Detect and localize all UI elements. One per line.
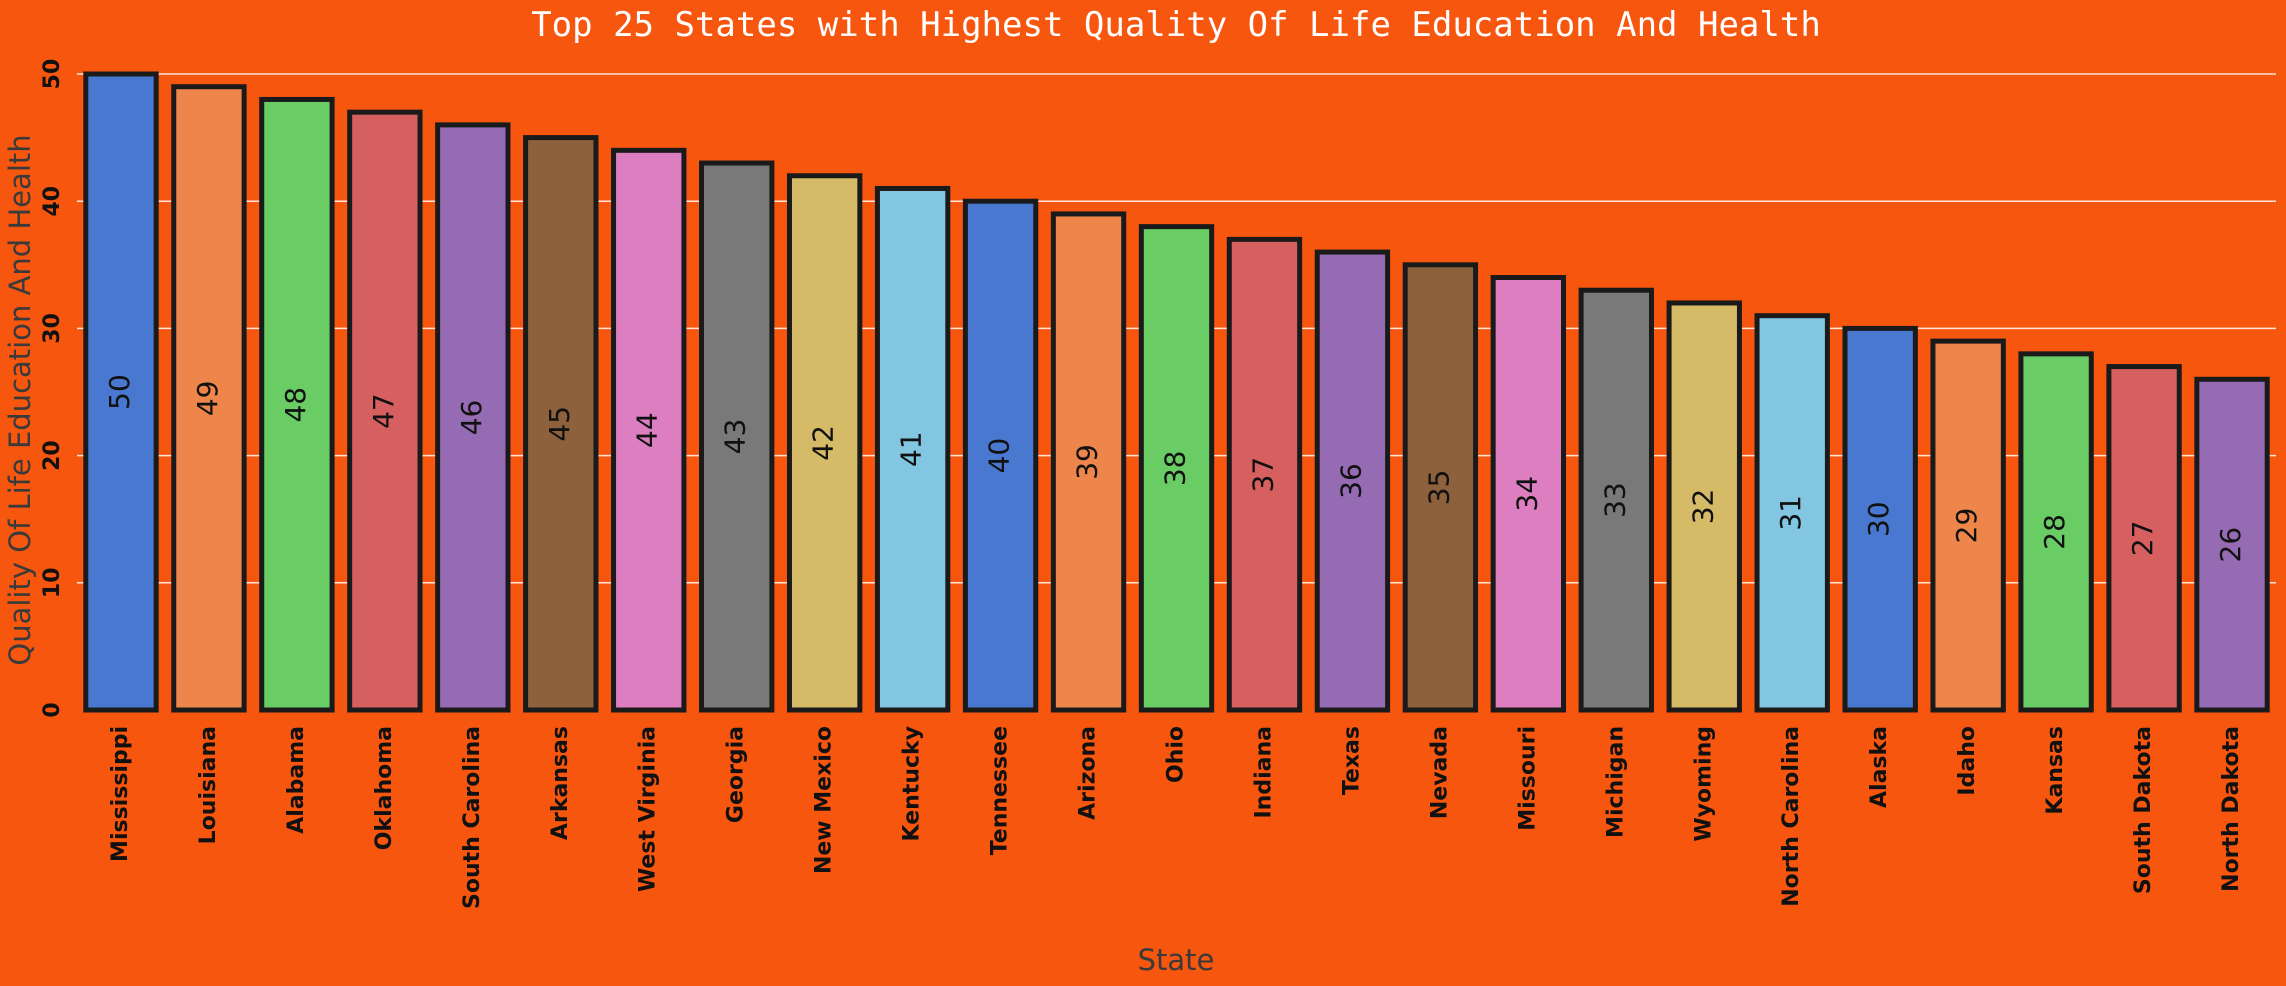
y-axis-label: Quality Of Life Education And Health	[3, 134, 37, 665]
x-tick-label: Indiana	[1251, 726, 1276, 819]
x-tick-label: Mississippi	[108, 726, 133, 862]
bar	[962, 198, 1039, 713]
bar-value-label: 29	[1950, 508, 1983, 544]
bar	[1666, 300, 1742, 713]
x-tick-label: West Virginia	[636, 726, 661, 892]
bar-value-label: 47	[367, 393, 400, 429]
bar-value-label: 43	[719, 419, 752, 455]
bar	[2018, 351, 2094, 713]
bar-value-label: 28	[2038, 514, 2071, 550]
bar	[523, 135, 599, 713]
x-axis-ticks: Mississippi Louisiana Alabama Oklahoma South…	[108, 726, 2244, 909]
bar-value-label: 45	[543, 406, 576, 442]
bar	[699, 160, 775, 713]
bar-value-label: 42	[807, 425, 840, 461]
bar	[171, 84, 247, 713]
bar	[1578, 287, 1654, 713]
x-tick-label: North Dakota	[2219, 726, 2244, 892]
bar-value-label: 37	[1246, 457, 1279, 493]
x-tick-label: Kentucky	[900, 726, 925, 841]
y-axis-ticks: 0 10 20 30 40 50	[40, 59, 65, 718]
bar-value-label: 27	[2126, 520, 2159, 556]
bar	[1226, 236, 1303, 713]
x-tick-label: Missouri	[1515, 726, 1540, 831]
bar	[1754, 313, 1830, 713]
bar-value-label: 39	[1071, 444, 1104, 480]
x-tick-label: North Carolina	[1779, 726, 1804, 907]
y-tick-label: 40	[40, 186, 65, 217]
bar	[1490, 275, 1567, 713]
bars: 50 49 48 47 46 45 44 43 42 41 40 39 38 37 36 35 34 33 32 31…	[83, 71, 2270, 713]
bar	[83, 71, 159, 713]
x-tick-label: Wyoming	[1691, 726, 1716, 842]
bar	[611, 147, 687, 713]
bar-value-label: 41	[895, 431, 928, 467]
x-tick-label: Idaho	[1955, 726, 1980, 796]
x-tick-label: Arkansas	[548, 726, 573, 840]
bar-value-label: 46	[455, 400, 488, 436]
bar-value-label: 33	[1598, 482, 1631, 518]
x-tick-label: Nevada	[1427, 726, 1452, 819]
bar-value-label: 49	[191, 381, 224, 417]
bar-value-label: 35	[1422, 470, 1455, 506]
x-tick-label: Alabama	[284, 726, 309, 834]
bar-value-label: 26	[2214, 527, 2247, 563]
x-tick-label: Tennessee	[988, 726, 1013, 855]
x-tick-label: Kansas	[2043, 726, 2068, 815]
bar-value-label: 44	[631, 412, 664, 448]
y-tick-label: 0	[40, 702, 65, 717]
x-tick-label: Michigan	[1603, 726, 1628, 838]
bar-value-label: 50	[103, 374, 136, 410]
bar-value-label: 38	[1159, 450, 1192, 486]
x-tick-label: New Mexico	[812, 726, 837, 874]
bar	[259, 96, 335, 713]
x-tick-label: South Carolina	[460, 726, 485, 909]
x-tick-label: Oklahoma	[372, 726, 397, 850]
bar-value-label: 40	[983, 438, 1016, 474]
y-tick-label: 20	[40, 440, 65, 471]
bar-value-label: 34	[1510, 476, 1543, 512]
x-tick-label: South Dakota	[2131, 726, 2156, 894]
bar	[1842, 325, 1918, 713]
bar-value-label: 48	[279, 387, 312, 423]
bar	[786, 173, 863, 713]
bar	[874, 185, 951, 713]
bar	[1930, 338, 2006, 713]
x-tick-label: Ohio	[1164, 726, 1189, 783]
bar	[1314, 249, 1391, 713]
bar	[2194, 376, 2270, 713]
bar	[1138, 224, 1215, 713]
bar	[347, 109, 423, 713]
bar	[2106, 364, 2182, 713]
bar-value-label: 31	[1774, 495, 1807, 531]
x-tick-label: Arizona	[1076, 726, 1101, 820]
bar	[1402, 262, 1479, 713]
bar	[1050, 211, 1127, 713]
x-tick-label: Texas	[1339, 726, 1364, 795]
x-tick-label: Alaska	[1867, 726, 1892, 808]
y-tick-label: 30	[40, 313, 65, 344]
bar-value-label: 30	[1862, 501, 1895, 537]
bar	[435, 122, 511, 713]
chart-title: Top 25 States with Highest Quality Of Li…	[531, 5, 1821, 45]
x-tick-label: Louisiana	[196, 726, 221, 844]
bar-value-label: 36	[1334, 463, 1367, 499]
y-tick-label: 10	[40, 567, 65, 598]
x-tick-label: Georgia	[724, 726, 749, 823]
y-tick-label: 50	[40, 59, 65, 90]
x-axis-label: State	[1138, 943, 1215, 977]
bar-value-label: 32	[1686, 489, 1719, 525]
